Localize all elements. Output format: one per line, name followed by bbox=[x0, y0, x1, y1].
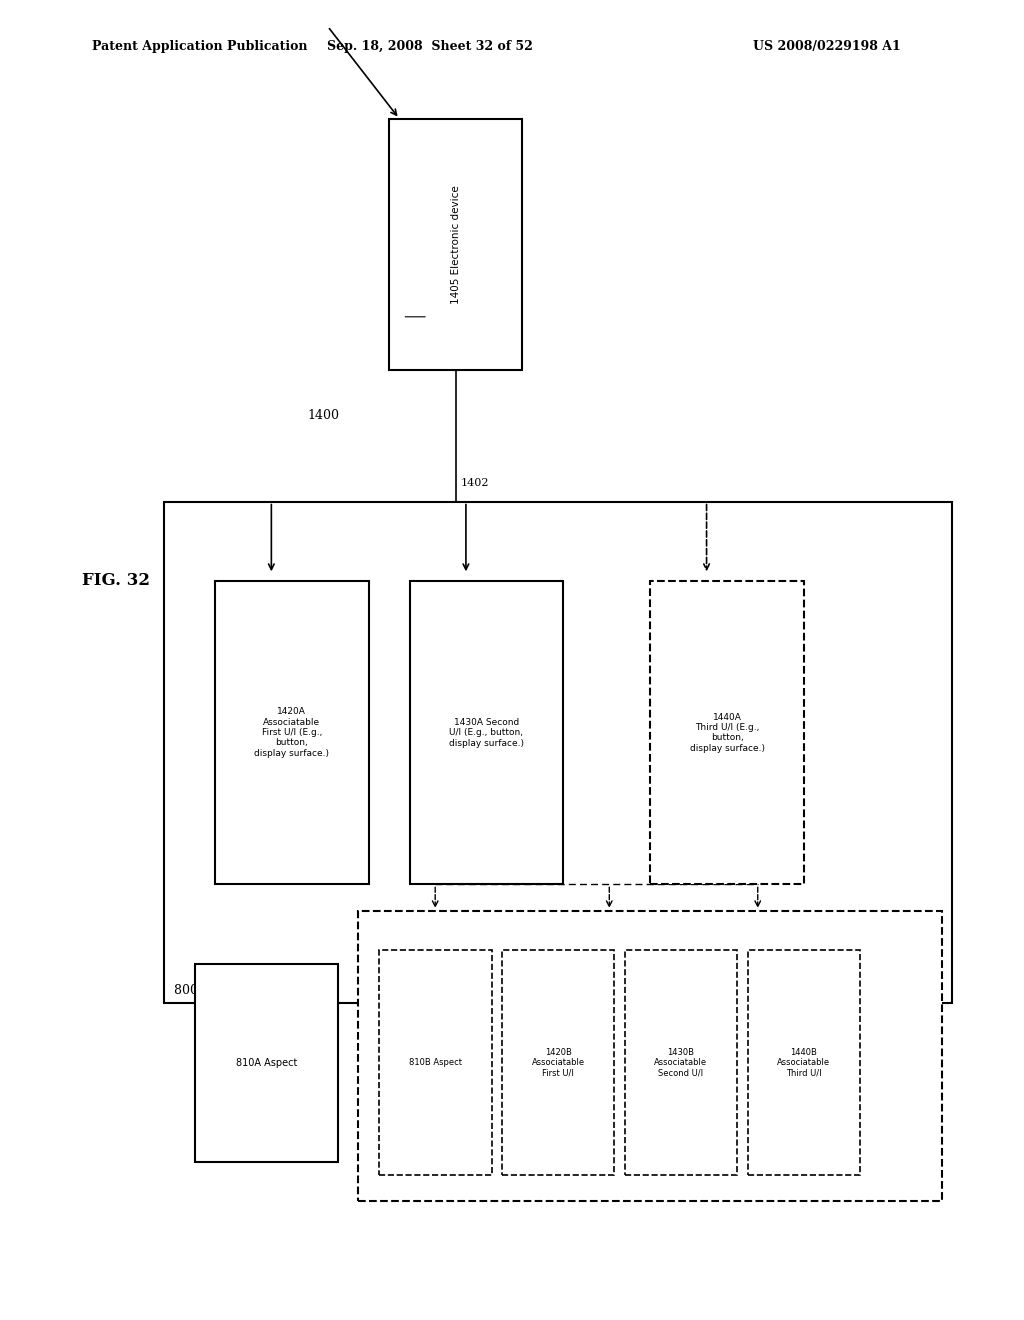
FancyBboxPatch shape bbox=[625, 950, 737, 1175]
FancyBboxPatch shape bbox=[215, 581, 369, 884]
Text: 1420B
Associatable
First U/I: 1420B Associatable First U/I bbox=[531, 1048, 585, 1077]
FancyBboxPatch shape bbox=[410, 581, 563, 884]
FancyBboxPatch shape bbox=[650, 581, 804, 884]
FancyBboxPatch shape bbox=[379, 950, 492, 1175]
Text: US 2008/0229198 A1: US 2008/0229198 A1 bbox=[754, 40, 901, 53]
FancyBboxPatch shape bbox=[164, 502, 952, 1003]
Text: 1402: 1402 bbox=[461, 478, 489, 488]
FancyBboxPatch shape bbox=[748, 950, 860, 1175]
Text: 1405 Electronic device: 1405 Electronic device bbox=[451, 185, 461, 304]
Text: 800 Item: 800 Item bbox=[174, 983, 231, 997]
FancyBboxPatch shape bbox=[389, 119, 522, 370]
Text: 810B Aspect: 810B Aspect bbox=[409, 1059, 462, 1067]
FancyBboxPatch shape bbox=[195, 964, 338, 1162]
Text: Sep. 18, 2008  Sheet 32 of 52: Sep. 18, 2008 Sheet 32 of 52 bbox=[327, 40, 534, 53]
Text: 1430A Second
U/I (E.g., button,
display surface.): 1430A Second U/I (E.g., button, display … bbox=[449, 718, 524, 747]
Text: FIG. 32: FIG. 32 bbox=[82, 573, 150, 589]
FancyBboxPatch shape bbox=[502, 950, 614, 1175]
Text: 1430B
Associatable
Second U/I: 1430B Associatable Second U/I bbox=[654, 1048, 708, 1077]
Text: 1440B
Associatable
Third U/I: 1440B Associatable Third U/I bbox=[777, 1048, 830, 1077]
Text: 1440A
Third U/I (E.g.,
button,
display surface.): 1440A Third U/I (E.g., button, display s… bbox=[689, 713, 765, 752]
Text: Patent Application Publication: Patent Application Publication bbox=[92, 40, 307, 53]
Text: 1400: 1400 bbox=[307, 409, 339, 422]
FancyBboxPatch shape bbox=[358, 911, 942, 1201]
Text: 810A Aspect: 810A Aspect bbox=[236, 1057, 297, 1068]
Text: 1420A
Associatable
First U/I (E.g.,
button,
display surface.): 1420A Associatable First U/I (E.g., butt… bbox=[254, 708, 330, 758]
